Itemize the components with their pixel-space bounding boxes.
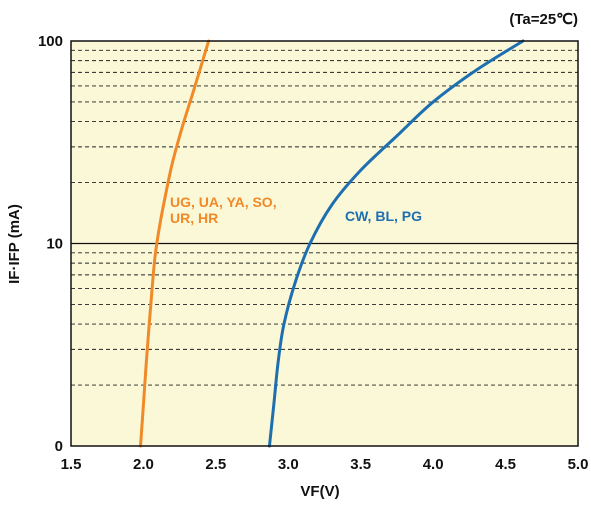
x-tick-label: 2.5 xyxy=(205,456,226,473)
x-tick-label: 5.0 xyxy=(568,456,589,473)
x-tick-label: 2.0 xyxy=(133,456,154,473)
y-tick-label: 0 xyxy=(55,438,63,455)
y-tick-label: 10 xyxy=(46,236,63,253)
series-line xyxy=(267,39,525,448)
x-tick-label: 3.5 xyxy=(350,456,371,473)
series-labels: UG, UA, YA, SO,UR, HR CW, BL, PG xyxy=(170,194,422,226)
y-tick-label: 100 xyxy=(38,33,63,50)
y-axis-title: IF·IFP (mA) xyxy=(6,204,23,284)
x-tick-label: 1.5 xyxy=(61,456,82,473)
temperature-annotation: (Ta=25℃) xyxy=(509,11,578,28)
y-tick-labels: 0 10 100 xyxy=(38,33,63,455)
series-label: UG, UA, YA, SO, xyxy=(170,194,277,210)
plot-frame xyxy=(70,40,579,447)
x-tick-label: 4.0 xyxy=(423,456,444,473)
series-label: UR, HR xyxy=(170,210,218,226)
x-axis-title: VF(V) xyxy=(300,483,339,500)
x-tick-label: 3.0 xyxy=(278,456,299,473)
x-tick-labels: 1.5 2.0 2.5 3.0 3.5 4.0 4.5 5.0 xyxy=(61,456,589,473)
series-layer xyxy=(139,39,525,448)
x-tick-label: 4.5 xyxy=(495,456,516,473)
series-line xyxy=(139,39,211,448)
series-label: CW, BL, PG xyxy=(345,208,422,224)
